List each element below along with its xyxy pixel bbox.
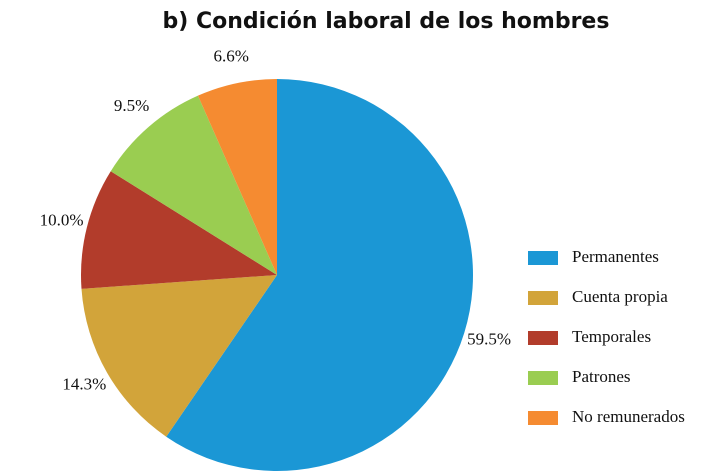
pie-slice: [81, 275, 277, 437]
legend-swatch: [528, 291, 558, 305]
pie-slice: [197, 79, 277, 275]
data-label: 9.5%: [114, 96, 149, 115]
legend-swatch: [528, 251, 558, 265]
legend-label: Permanentes: [572, 247, 659, 266]
legend-swatch: [528, 371, 558, 385]
data-label: 6.6%: [214, 47, 249, 66]
pie-slice: [110, 95, 278, 275]
legend-swatch: [528, 411, 558, 425]
data-label: 10.0%: [40, 210, 84, 229]
data-label: 59.5%: [467, 330, 511, 349]
legend-label: No remunerados: [572, 407, 685, 426]
legend-label: Temporales: [572, 327, 651, 346]
legend-swatch: [528, 331, 558, 345]
data-label: 14.3%: [62, 374, 106, 393]
legend-label: Cuenta propia: [572, 287, 668, 306]
chart-title: b) Condición laboral de los hombres: [163, 9, 610, 34]
pie-slice: [80, 171, 277, 289]
legend-label: Patrones: [572, 367, 631, 386]
pie-slice: [166, 79, 473, 472]
